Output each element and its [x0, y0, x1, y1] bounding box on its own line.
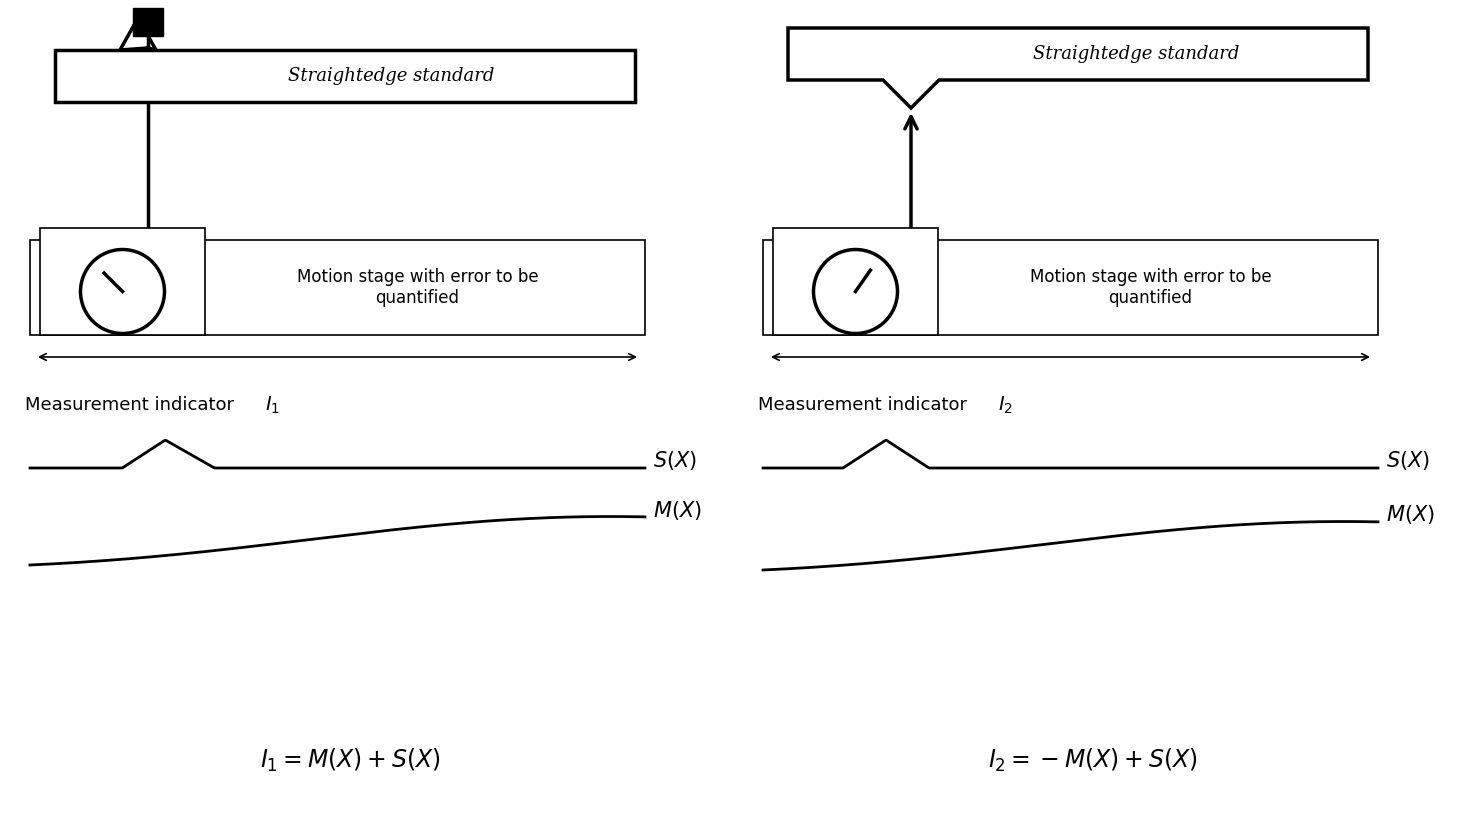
- Polygon shape: [763, 240, 1378, 335]
- Polygon shape: [29, 240, 645, 335]
- Polygon shape: [788, 28, 1369, 108]
- Text: $S(X)$: $S(X)$: [653, 448, 697, 471]
- Polygon shape: [54, 50, 635, 102]
- Text: $I_2=-M(X)+S(X)$: $I_2=-M(X)+S(X)$: [989, 747, 1199, 773]
- Polygon shape: [773, 228, 937, 335]
- Text: $S(X)$: $S(X)$: [1386, 448, 1430, 471]
- Text: $M(X)$: $M(X)$: [653, 499, 701, 522]
- Text: $M(X)$: $M(X)$: [1386, 504, 1435, 527]
- Text: Measurement indicator: Measurement indicator: [758, 396, 967, 414]
- Polygon shape: [133, 8, 163, 36]
- Text: Straightedge standard: Straightedge standard: [1033, 45, 1240, 63]
- Polygon shape: [40, 228, 205, 335]
- Text: Motion stage with error to be
quantified: Motion stage with error to be quantified: [296, 268, 538, 307]
- Text: $I_2$: $I_2$: [998, 394, 1014, 416]
- Text: Straightedge standard: Straightedge standard: [288, 67, 494, 85]
- Text: $I_1=M(X)+S(X)$: $I_1=M(X)+S(X)$: [260, 747, 440, 773]
- Text: $I_1$: $I_1$: [266, 394, 280, 416]
- Text: Measurement indicator: Measurement indicator: [25, 396, 235, 414]
- Text: Motion stage with error to be
quantified: Motion stage with error to be quantified: [1030, 268, 1272, 307]
